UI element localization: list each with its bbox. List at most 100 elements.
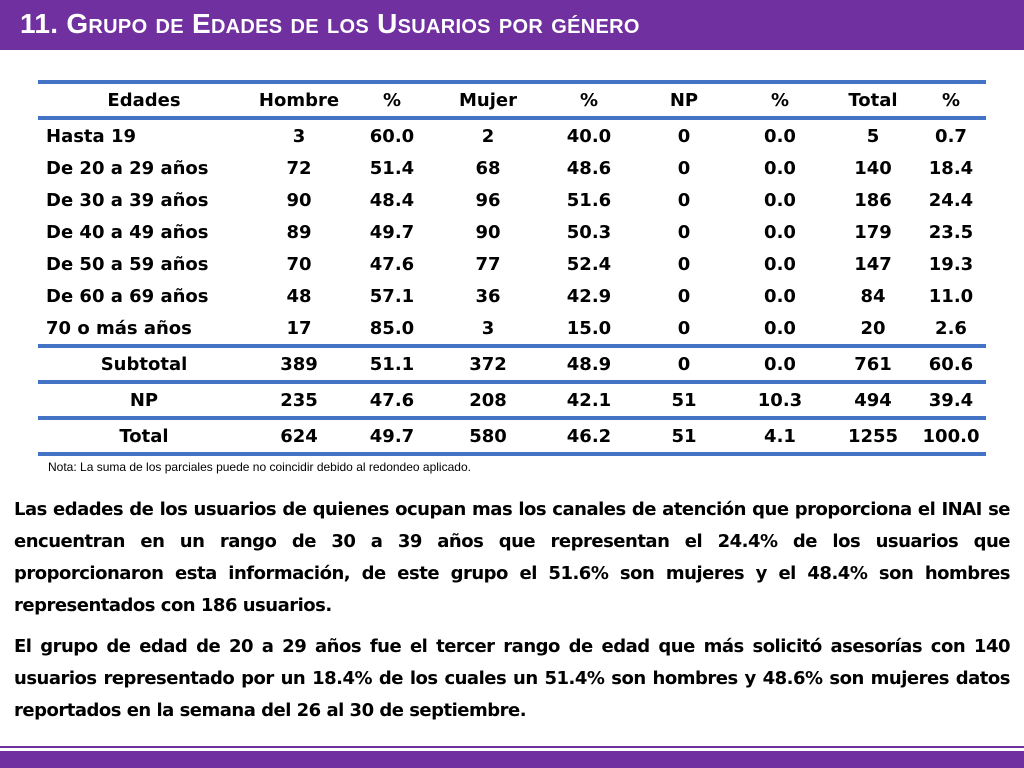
table-row: De 60 a 69 años 48 57.1 36 42.9 0 0.0 84 11.0 [38,280,986,312]
table-cell: 42.1 [540,380,638,418]
table-row: 70 o más años 17 85.0 3 15.0 0 0.0 20 2.6 [38,312,986,346]
table-cell: 15.0 [566,317,612,339]
row-label: De 20 a 29 años [46,157,209,179]
table-cell: 19.3 [928,253,974,275]
bottom-bar [0,751,1024,768]
table-cell: 0.0 [764,125,796,147]
table-cell: 10.3 [730,380,830,418]
table-cell: 23.5 [928,221,974,243]
table-cell: 48.9 [540,344,638,382]
table-row: Hasta 19 3 60.0 2 40.0 0 0.0 5 0.7 [38,118,986,152]
table-cell: 84 [860,285,886,307]
table-cell: 0 [677,317,691,339]
table-cell: 624 [250,416,348,456]
table-row: De 40 a 49 años 89 49.7 90 50.3 0 0.0 179 23.5 [38,216,986,248]
table-cell: 0.0 [730,344,830,382]
table-cell: 208 [436,380,540,418]
table-cell: 0.0 [764,157,796,179]
table-cell: 49.7 [348,416,436,456]
summary-row: NP 235 47.6 208 42.1 51 10.3 494 39.4 [38,380,986,418]
table-cell: 179 [854,221,892,243]
column-header: Total [830,80,916,120]
summary-row: Subtotal 389 51.1 372 48.9 0 0.0 761 60.6 [38,344,986,382]
table-row: De 30 a 39 años 90 48.4 96 51.6 0 0.0 186 24.4 [38,184,986,216]
column-header: NP [638,80,730,120]
table-row: De 50 a 59 años 70 47.6 77 52.4 0 0.0 147 19.3 [38,248,986,280]
row-label: De 50 a 59 años [46,253,209,275]
table-cell: 0 [677,285,691,307]
column-header: % [916,80,986,120]
column-header: Edades [38,80,250,120]
age-gender-table: Edades Hombre % Mujer % NP % Total % Has… [38,80,986,456]
table-cell: 48.6 [566,157,612,179]
table-cell: 5 [866,125,880,147]
column-header: % [730,80,830,120]
table-cell: 0 [677,189,691,211]
table-cell: 18.4 [928,157,974,179]
table-cell: 3 [481,317,495,339]
table-cell: 372 [436,344,540,382]
table-cell: 70 [286,253,312,275]
table-cell: 761 [830,344,916,382]
table-cell: 4.1 [730,416,830,456]
table-cell: 494 [830,380,916,418]
table-cell: 89 [286,221,312,243]
row-label: De 30 a 39 años [46,189,209,211]
table-cell: 39.4 [916,380,986,418]
table-cell: 389 [250,344,348,382]
table-cell: 49.7 [369,221,415,243]
table-cell: 17 [286,317,312,339]
table-cell: 52.4 [566,253,612,275]
summary-row: Total 624 49.7 580 46.2 51 4.1 1255 100.0 [38,416,986,456]
table-cell: 20 [860,317,886,339]
row-label: 70 o más años [46,317,192,339]
table-cell: 68 [475,157,501,179]
slide-title: 11. Grupo de Edades de los Usuarios por … [20,8,640,39]
table-cell: 186 [854,189,892,211]
table-cell: 0.7 [935,125,967,147]
table-cell: 40.0 [566,125,612,147]
table-cell: 24.4 [928,189,974,211]
table-cell: 0.0 [764,221,796,243]
table-cell: 47.6 [369,253,415,275]
table-cell: 0.0 [764,285,796,307]
table-cell: 51.1 [348,344,436,382]
table-cell: 77 [475,253,501,275]
bottom-rule [0,746,1024,748]
table-cell: 1255 [830,416,916,456]
row-label: NP [38,380,250,418]
row-label: De 40 a 49 años [46,221,209,243]
row-label: Subtotal [38,344,250,382]
table-cell: 0.0 [764,189,796,211]
table-cell: 60.0 [369,125,415,147]
table-cell: 0.0 [764,317,796,339]
table-note: Nota: La suma de los parciales puede no … [48,460,471,474]
table-cell: 46.2 [540,416,638,456]
table-cell: 51.4 [369,157,415,179]
table-cell: 47.6 [348,380,436,418]
column-header: Mujer [436,80,540,120]
table-cell: 57.1 [369,285,415,307]
table-cell: 0 [638,344,730,382]
column-header: Hombre [250,80,348,120]
table-cell: 90 [475,221,501,243]
table-cell: 51 [638,416,730,456]
table-cell: 50.3 [566,221,612,243]
table-cell: 140 [854,157,892,179]
table-cell: 2 [481,125,495,147]
table-cell: 0.0 [764,253,796,275]
table-cell: 100.0 [916,416,986,456]
table-cell: 51 [638,380,730,418]
table-cell: 36 [475,285,501,307]
paragraph: El grupo de edad de 20 a 29 años fue el … [14,636,1011,721]
table-cell: 3 [292,125,306,147]
table-cell: 0 [677,125,691,147]
row-label: Total [38,416,250,456]
table-cell: 48 [286,285,312,307]
paragraph: Las edades de los usuarios de quienes oc… [14,499,1011,616]
table-cell: 48.4 [369,189,415,211]
table-cell: 0 [677,221,691,243]
table-cell: 96 [475,189,501,211]
table-cell: 2.6 [935,317,967,339]
table-cell: 580 [436,416,540,456]
